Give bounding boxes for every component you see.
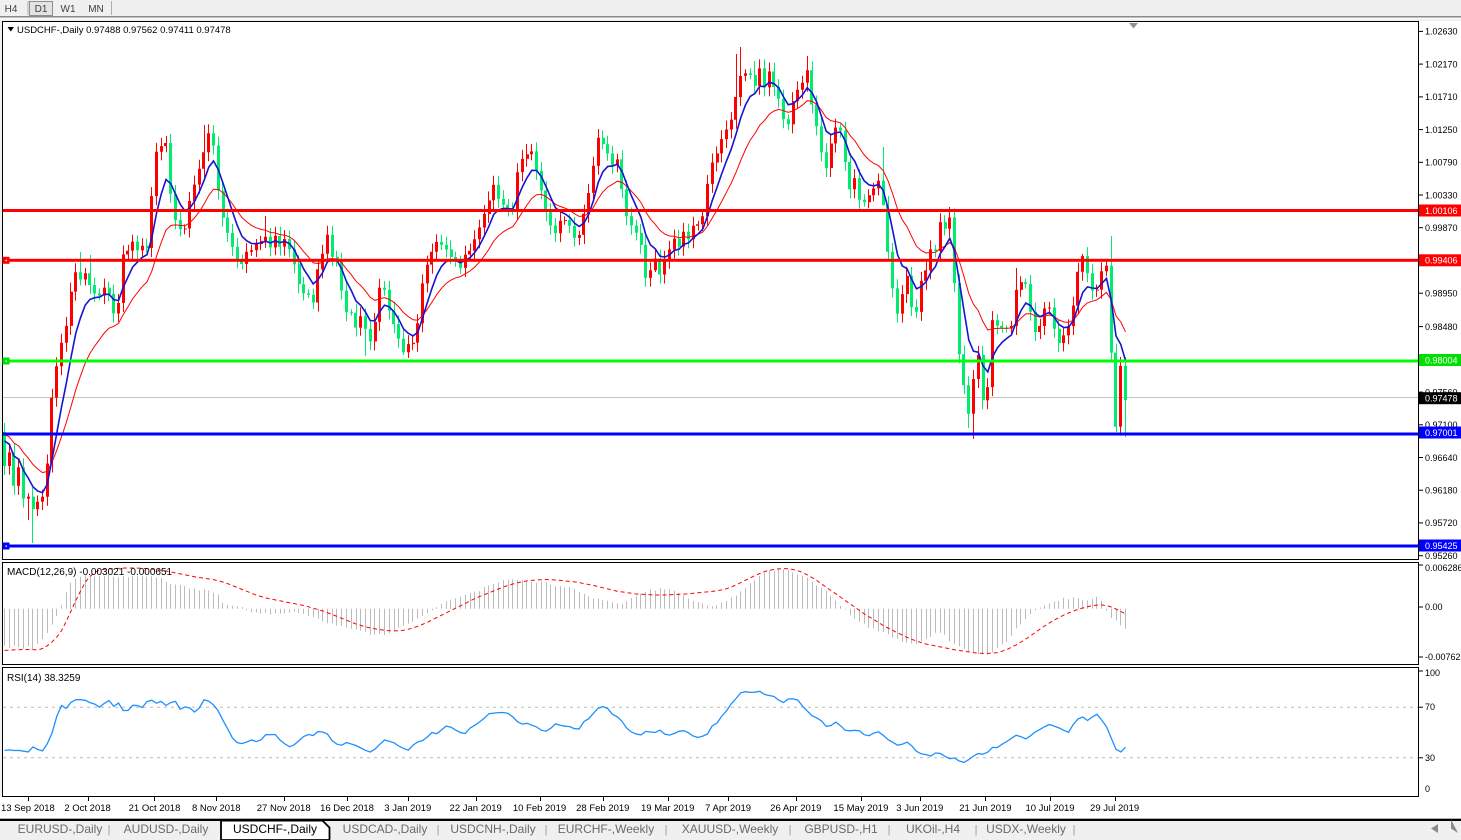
svg-text:|: | — [545, 824, 548, 836]
svg-text:1.00106: 1.00106 — [1425, 206, 1458, 216]
svg-text:W1: W1 — [61, 4, 76, 15]
svg-text:1.00330: 1.00330 — [1425, 190, 1458, 200]
svg-text:28 Feb 2019: 28 Feb 2019 — [576, 803, 629, 814]
svg-text:USDCHF-,Daily: USDCHF-,Daily — [233, 822, 317, 836]
svg-text:30: 30 — [1425, 753, 1435, 763]
svg-text:0.96180: 0.96180 — [1425, 486, 1458, 496]
svg-text:0.97100: 0.97100 — [1425, 420, 1458, 430]
svg-text:3 Jun 2019: 3 Jun 2019 — [896, 803, 943, 814]
svg-text:MACD(12,26,9) -0.003021 -0.000: MACD(12,26,9) -0.003021 -0.000651 — [7, 567, 173, 578]
svg-text:70: 70 — [1425, 702, 1435, 712]
svg-text:1.01250: 1.01250 — [1425, 125, 1458, 135]
svg-text:EURCHF-,Weekly: EURCHF-,Weekly — [558, 822, 654, 836]
svg-text:XAUUSD-,Weekly: XAUUSD-,Weekly — [682, 822, 778, 836]
svg-text:1.01710: 1.01710 — [1425, 92, 1458, 102]
svg-text:22 Jan 2019: 22 Jan 2019 — [450, 803, 502, 814]
svg-text:2 Oct 2018: 2 Oct 2018 — [64, 803, 110, 814]
svg-text:GBPUSD-,H1: GBPUSD-,H1 — [804, 822, 878, 836]
svg-text:19 Mar 2019: 19 Mar 2019 — [641, 803, 694, 814]
svg-text:0.006286: 0.006286 — [1425, 563, 1461, 573]
svg-text:0.96640: 0.96640 — [1425, 453, 1458, 463]
svg-text:100: 100 — [1425, 668, 1440, 678]
svg-text:EURUSD-,Daily: EURUSD-,Daily — [18, 822, 103, 836]
svg-text:|: | — [789, 824, 792, 836]
svg-text:RSI(14) 38.3259: RSI(14) 38.3259 — [7, 673, 81, 684]
svg-text:1.00790: 1.00790 — [1425, 158, 1458, 168]
svg-text:0: 0 — [1425, 784, 1430, 794]
svg-text:|: | — [108, 824, 111, 836]
svg-text:13 Sep 2018: 13 Sep 2018 — [1, 803, 55, 814]
svg-text:0.97001: 0.97001 — [1425, 428, 1458, 438]
svg-text:21 Oct 2018: 21 Oct 2018 — [129, 803, 181, 814]
svg-text:0.98480: 0.98480 — [1425, 322, 1458, 332]
svg-text:10 Jul 2019: 10 Jul 2019 — [1025, 803, 1074, 814]
svg-text:-0.00762: -0.00762 — [1425, 652, 1461, 662]
svg-text:0.99870: 0.99870 — [1425, 223, 1458, 233]
svg-text:16 Dec 2018: 16 Dec 2018 — [320, 803, 374, 814]
svg-text:0.98004: 0.98004 — [1425, 355, 1458, 365]
svg-text:|: | — [888, 824, 891, 836]
svg-text:|: | — [1073, 824, 1076, 836]
svg-text:USDX-,Weekly: USDX-,Weekly — [986, 822, 1066, 836]
svg-text:26 Apr 2019: 26 Apr 2019 — [770, 803, 821, 814]
svg-text:7 Apr 2019: 7 Apr 2019 — [705, 803, 751, 814]
svg-text:H4: H4 — [5, 4, 18, 15]
svg-text:0.99406: 0.99406 — [1425, 256, 1458, 266]
svg-text:0.98950: 0.98950 — [1425, 289, 1458, 299]
svg-text:0.97478: 0.97478 — [1425, 394, 1458, 404]
svg-text:MN: MN — [88, 4, 104, 15]
svg-text:1.02630: 1.02630 — [1425, 27, 1458, 37]
svg-text:29 Jul 2019: 29 Jul 2019 — [1090, 803, 1139, 814]
svg-text:USDCNH-,Daily: USDCNH-,Daily — [450, 822, 535, 836]
svg-text:|: | — [437, 824, 440, 836]
svg-text:|: | — [665, 824, 668, 836]
svg-text:21 Jun 2019: 21 Jun 2019 — [959, 803, 1011, 814]
svg-text:0.95260: 0.95260 — [1425, 551, 1458, 561]
svg-text:UKOil-,H4: UKOil-,H4 — [906, 822, 960, 836]
svg-text:3 Jan 2019: 3 Jan 2019 — [384, 803, 431, 814]
svg-text:USDCHF-,Daily 0.97488 0.97562: USDCHF-,Daily 0.97488 0.97562 0.97411 0.… — [17, 25, 231, 36]
svg-text:|: | — [975, 824, 978, 836]
svg-text:0.95425: 0.95425 — [1425, 541, 1458, 551]
svg-text:0.95720: 0.95720 — [1425, 518, 1458, 528]
svg-text:10 Feb 2019: 10 Feb 2019 — [513, 803, 566, 814]
svg-text:15 May 2019: 15 May 2019 — [833, 803, 888, 814]
svg-text:D1: D1 — [35, 4, 48, 15]
svg-text:USDCAD-,Daily: USDCAD-,Daily — [343, 822, 428, 836]
svg-text:AUDUSD-,Daily: AUDUSD-,Daily — [124, 822, 209, 836]
svg-text:27 Nov 2018: 27 Nov 2018 — [257, 803, 311, 814]
svg-text:1.02170: 1.02170 — [1425, 59, 1458, 69]
svg-text:8 Nov 2018: 8 Nov 2018 — [192, 803, 241, 814]
svg-text:0.00: 0.00 — [1425, 602, 1443, 612]
